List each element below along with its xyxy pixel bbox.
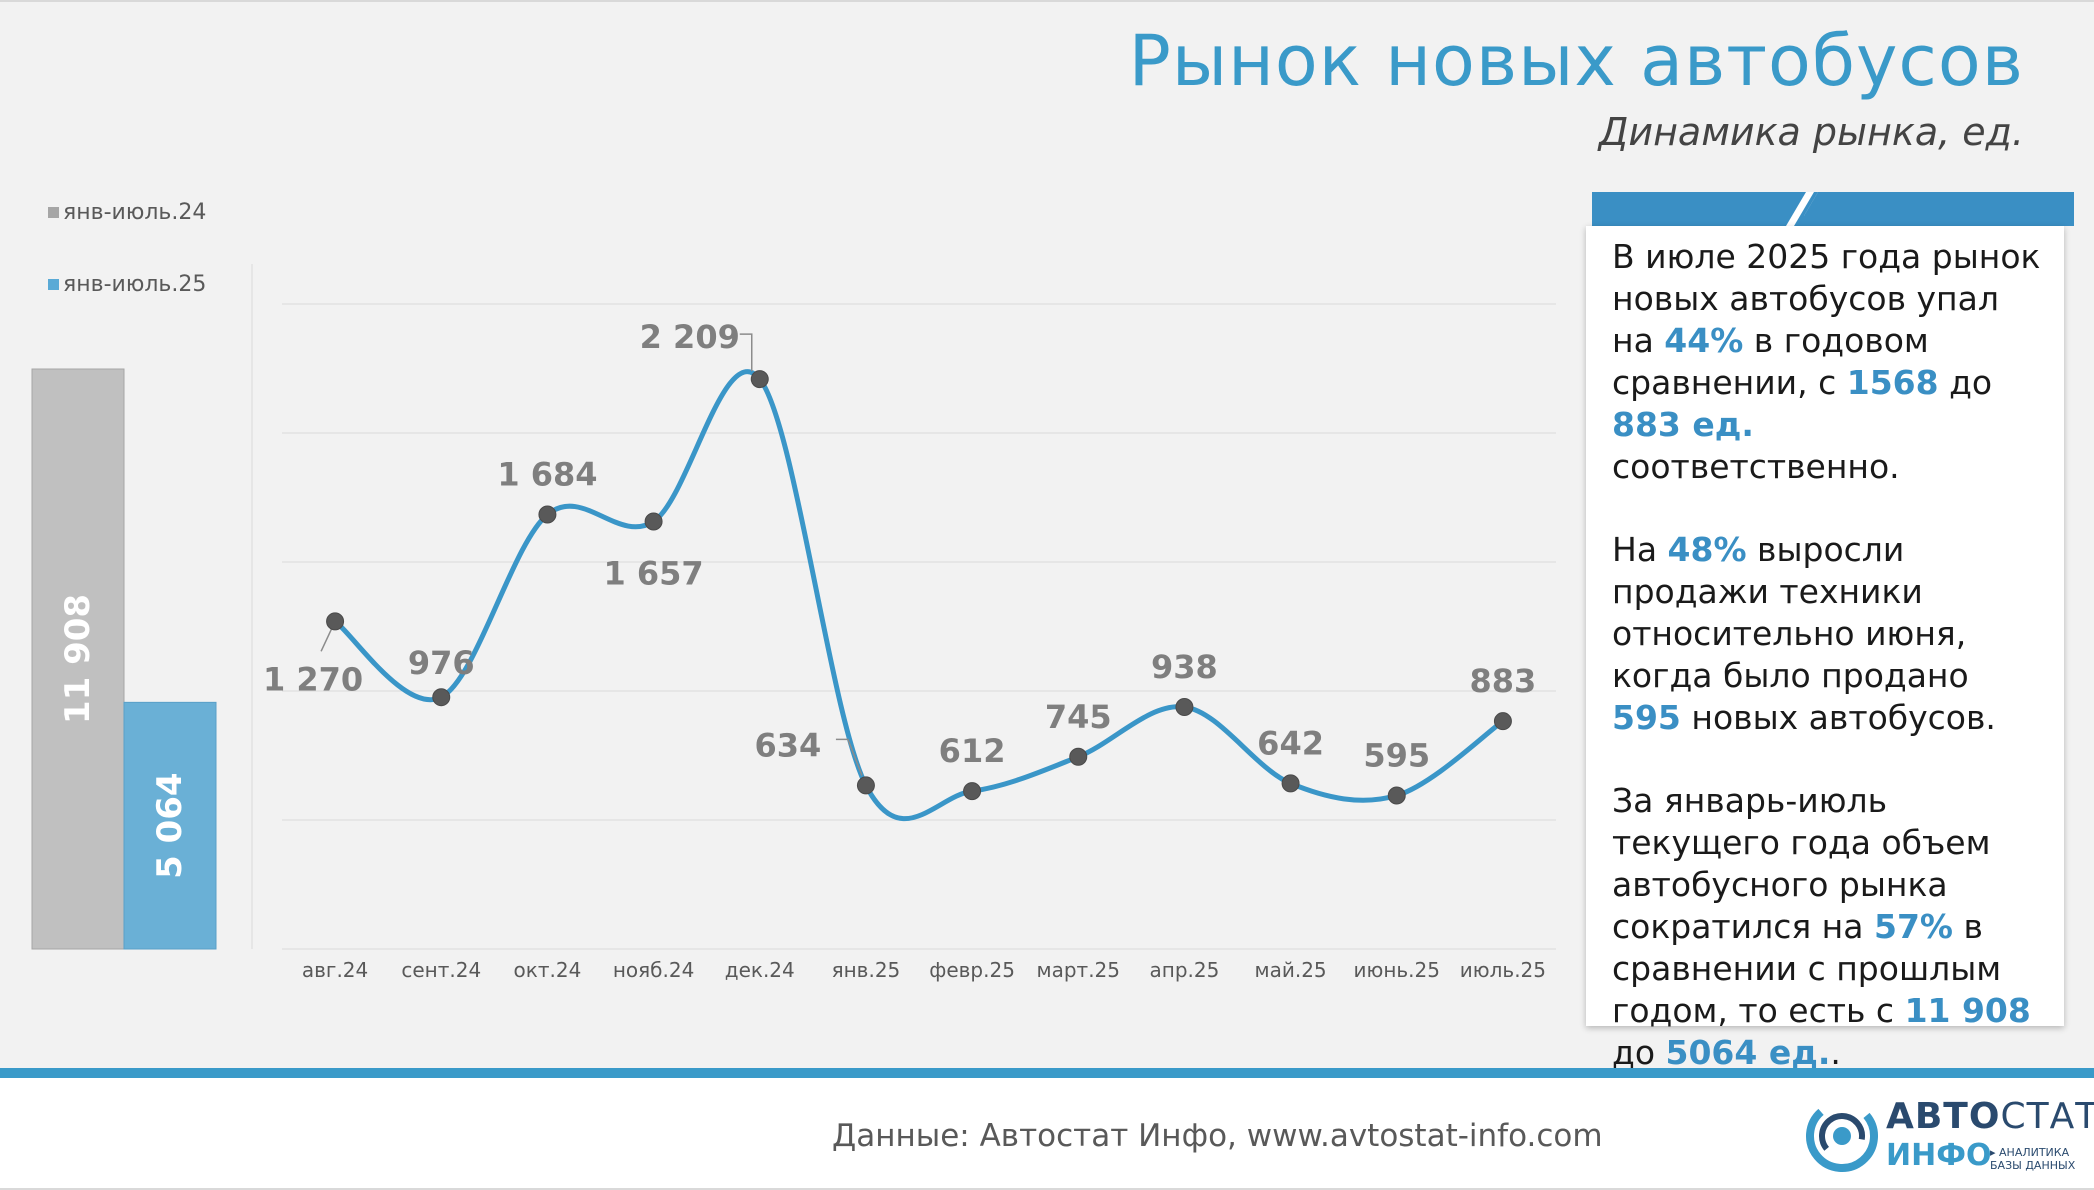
data-label: 612 xyxy=(939,732,1006,770)
info-highlight: 48% xyxy=(1667,530,1747,569)
info-text: В июле 2025 года рынок новых автобусов у… xyxy=(1612,237,2041,360)
data-point xyxy=(1069,747,1088,766)
avtostat-logo: АВТОСТАТ ИНФО ▸ АНАЛИТИКА БАЗЫ ДАННЫХ xyxy=(1804,1094,2094,1178)
label-leader xyxy=(739,333,753,372)
data-point xyxy=(538,505,557,524)
data-label: 976 xyxy=(408,644,475,682)
logo-text-info: ИНФО xyxy=(1886,1138,1992,1173)
page-title: Рынок новых автобусов xyxy=(1128,20,2024,102)
data-point xyxy=(856,776,875,795)
data-point xyxy=(1387,786,1406,805)
x-tick-label: апр.25 xyxy=(1149,958,1219,982)
data-point xyxy=(326,612,345,631)
x-tick-label: февр.25 xyxy=(929,958,1015,982)
x-tick-label: окт.24 xyxy=(514,958,582,982)
legend-item-curr: янв-июль.25 xyxy=(48,272,206,297)
data-label: 1 270 xyxy=(263,660,363,698)
info-paragraph-2: На 48% выросли продажи техники относител… xyxy=(1612,529,2046,739)
source-note: Данные: Автостат Инфо, www.avtostat-info… xyxy=(832,1118,1603,1154)
x-tick-label: март.25 xyxy=(1037,958,1121,982)
footer: Данные: Автостат Инфо, www.avtostat-info… xyxy=(0,1078,2094,1190)
data-label: 938 xyxy=(1151,648,1218,686)
logo-swirl-icon xyxy=(1806,1100,1878,1172)
legend-swatch-curr xyxy=(48,279,59,290)
data-point xyxy=(1493,712,1512,731)
info-highlight: 1568 xyxy=(1846,363,1939,402)
x-tick-label: май.25 xyxy=(1255,958,1327,982)
logo-tagline-2: БАЗЫ ДАННЫХ xyxy=(1990,1159,2076,1172)
data-point xyxy=(432,688,451,707)
data-label: 634 xyxy=(755,726,822,764)
info-paragraph-1: В июле 2025 года рынок новых автобусов у… xyxy=(1612,236,2046,488)
legend-label-curr: янв-июль.25 xyxy=(63,272,207,297)
info-highlight: 11 908 xyxy=(1904,991,2031,1030)
x-tick-label: нояб.24 xyxy=(613,958,694,982)
info-highlight: 5064 ед. xyxy=(1665,1033,1831,1072)
slide: Рынок новых автобусов Динамика рынка, ед… xyxy=(0,0,2094,1072)
logo-text-stat: СТАТ xyxy=(2000,1096,2094,1137)
info-text: . xyxy=(1830,1033,1841,1072)
bar-prev xyxy=(31,368,125,950)
info-highlight: 44% xyxy=(1664,321,1744,360)
page-subtitle: Динамика рынка, ед. xyxy=(1598,110,2024,154)
info-header-band xyxy=(1592,192,2074,226)
info-highlight: 57% xyxy=(1873,907,1953,946)
data-point xyxy=(750,370,769,389)
x-tick-label: июнь.25 xyxy=(1353,958,1440,982)
data-label: 1 684 xyxy=(497,456,597,494)
data-label: 595 xyxy=(1363,736,1430,774)
info-paragraph-3: За январь-июль текущего года объем автоб… xyxy=(1612,780,2046,1074)
info-highlight: 883 ед. xyxy=(1612,405,1754,444)
x-tick-label: июль.25 xyxy=(1460,958,1546,982)
legend-item-prev: янв-июль.24 xyxy=(48,200,206,225)
info-panel: В июле 2025 года рынок новых автобусов у… xyxy=(1586,226,2064,1072)
logo-text-avto: АВТО xyxy=(1886,1096,2001,1137)
data-label: 2 209 xyxy=(640,318,740,356)
logo-tagline-1: ▸ АНАЛИТИКА xyxy=(1990,1146,2070,1159)
info-text: На xyxy=(1612,530,1668,569)
logo-text-avtostat: АВТОСТАТ xyxy=(1886,1096,2094,1137)
legend-label-prev: янв-июль.24 xyxy=(63,200,207,225)
bar-curr xyxy=(123,701,217,950)
info-text: соответственно. xyxy=(1612,447,1900,486)
data-point xyxy=(1281,774,1300,793)
info-text: выросли продажи техники относительно июн… xyxy=(1612,530,1969,695)
info-text: до xyxy=(1612,1033,1666,1072)
data-label: 883 xyxy=(1470,662,1537,700)
info-text: до xyxy=(1938,363,1993,402)
info-text: новых автобусов. xyxy=(1680,698,1996,737)
data-point xyxy=(1175,697,1194,716)
x-tick-label: янв.25 xyxy=(832,958,901,982)
footer-accent-line xyxy=(0,1068,2094,1078)
bar-label-prev: 11 908 xyxy=(58,594,98,724)
info-text: в сравнении с прошлым годом, то есть с xyxy=(1612,907,2002,1030)
bar-label-curr: 5 064 xyxy=(150,772,190,878)
data-label: 1 657 xyxy=(603,554,703,592)
label-leader xyxy=(835,738,863,776)
series-line xyxy=(332,369,1506,822)
data-point xyxy=(644,512,663,531)
info-text: За январь-июль текущего года объем автоб… xyxy=(1612,781,1991,946)
legend-swatch-prev xyxy=(48,207,59,218)
data-label: 745 xyxy=(1045,698,1112,736)
data-label: 642 xyxy=(1257,724,1324,762)
x-tick-label: авг.24 xyxy=(302,958,368,982)
info-highlight: 595 xyxy=(1612,698,1681,737)
info-text: в годовом сравнении, с xyxy=(1612,321,1929,402)
logo-tagline: ▸ АНАЛИТИКА БАЗЫ ДАННЫХ xyxy=(1990,1146,2075,1172)
data-point xyxy=(963,782,982,801)
line-chart: 11 908 5 064 1 270 976 1 684 1 657 2 209 634 612… xyxy=(31,264,1556,982)
x-tick-label: дек.24 xyxy=(725,958,795,982)
x-tick-label: сент.24 xyxy=(401,958,481,982)
